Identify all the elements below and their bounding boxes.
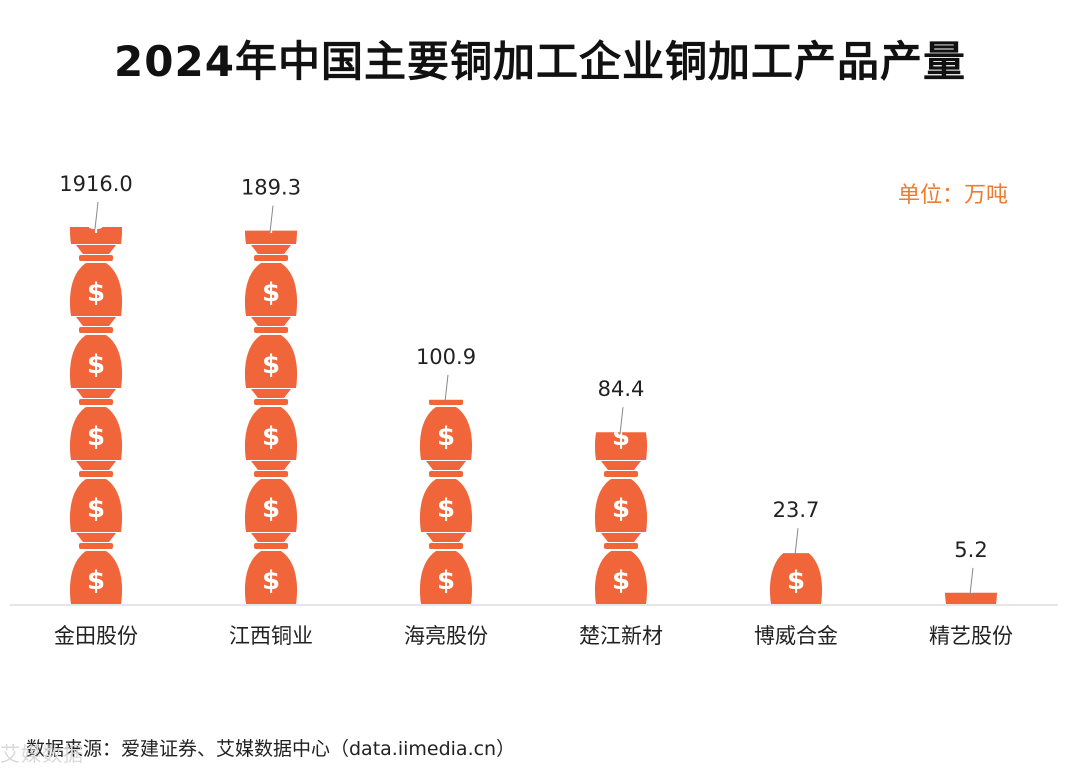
bar-3: $ $ $ <box>419 399 473 604</box>
category-label: 金田股份 <box>54 624 138 648</box>
money-bag-icon: $ <box>419 461 473 532</box>
svg-text:$: $ <box>437 422 455 452</box>
money-bag-icon: $ <box>594 533 648 604</box>
svg-text:$: $ <box>612 494 630 524</box>
svg-text:$: $ <box>87 422 105 452</box>
svg-text:$: $ <box>262 278 280 308</box>
svg-text:$: $ <box>87 350 105 380</box>
money-bag-icon: $ <box>244 206 298 244</box>
unit-label: 单位：万吨 <box>897 183 1008 208</box>
category-label: 海亮股份 <box>404 624 488 648</box>
svg-text:$: $ <box>262 350 280 380</box>
money-bag-icon: $ <box>244 245 298 316</box>
svg-text:$: $ <box>262 494 280 524</box>
svg-text:$: $ <box>262 566 280 596</box>
svg-text:$: $ <box>612 422 630 452</box>
category-label: 精艺股份 <box>929 624 1013 648</box>
svg-text:$: $ <box>962 566 980 596</box>
value-label: 1916.0 <box>59 172 132 196</box>
money-bag-icon: $ <box>244 533 298 604</box>
value-label: 84.4 <box>598 377 645 401</box>
bar-1: $ $ $ $ $ $ <box>69 206 123 604</box>
svg-text:$: $ <box>262 422 280 452</box>
bar-5: $ <box>769 553 823 604</box>
value-leader-line <box>269 205 274 233</box>
svg-text:$: $ <box>87 494 105 524</box>
money-bag-icon: $ <box>769 553 823 604</box>
value-leader-line <box>969 567 974 595</box>
money-bag-icon: $ <box>69 245 123 316</box>
money-bag-icon: $ <box>69 206 123 244</box>
svg-text:$: $ <box>262 206 280 236</box>
svg-text:$: $ <box>612 566 630 596</box>
svg-text:$: $ <box>787 566 805 596</box>
svg-text:$: $ <box>87 566 105 596</box>
bar-6: $ <box>945 566 997 604</box>
source-note: 数据来源：爱建证券、艾媒数据中心（data.iimedia.cn） <box>26 738 516 760</box>
svg-text:$: $ <box>87 278 105 308</box>
money-bag-icon: $ <box>419 399 473 460</box>
bar-2: $ $ $ $ $ $ <box>244 206 298 604</box>
money-bag-icon: $ <box>244 389 298 460</box>
value-leader-line <box>444 374 449 402</box>
watermark: 艾媒数据 <box>0 742 84 766</box>
svg-text:$: $ <box>437 566 455 596</box>
money-bag-icon: $ <box>945 566 997 604</box>
value-label: 189.3 <box>241 176 301 200</box>
money-bag-icon: $ <box>419 533 473 604</box>
value-label: 23.7 <box>773 498 820 522</box>
money-bag-icon: $ <box>69 461 123 532</box>
money-bag-icon: $ <box>244 461 298 532</box>
category-label: 楚江新材 <box>579 624 663 648</box>
money-bag-icon: $ <box>594 422 648 460</box>
svg-text:$: $ <box>437 494 455 524</box>
value-leader-line <box>94 201 99 230</box>
value-label: 100.9 <box>416 345 476 369</box>
money-bag-icon: $ <box>69 389 123 460</box>
value-label: 5.2 <box>954 538 987 562</box>
category-label: 博威合金 <box>754 624 838 648</box>
bar-4: $ $ $ <box>594 422 648 604</box>
money-bag-icon: $ <box>69 533 123 604</box>
svg-text:$: $ <box>87 206 105 236</box>
money-bag-icon: $ <box>594 461 648 532</box>
value-leader-line <box>619 407 624 435</box>
money-bag-icon: $ <box>69 317 123 388</box>
money-bag-icon: $ <box>244 317 298 388</box>
category-label: 江西铜业 <box>229 624 313 648</box>
value-leader-line <box>794 528 799 556</box>
chart-title: 2024年中国主要铜加工企业铜加工产品产量 <box>114 37 966 86</box>
